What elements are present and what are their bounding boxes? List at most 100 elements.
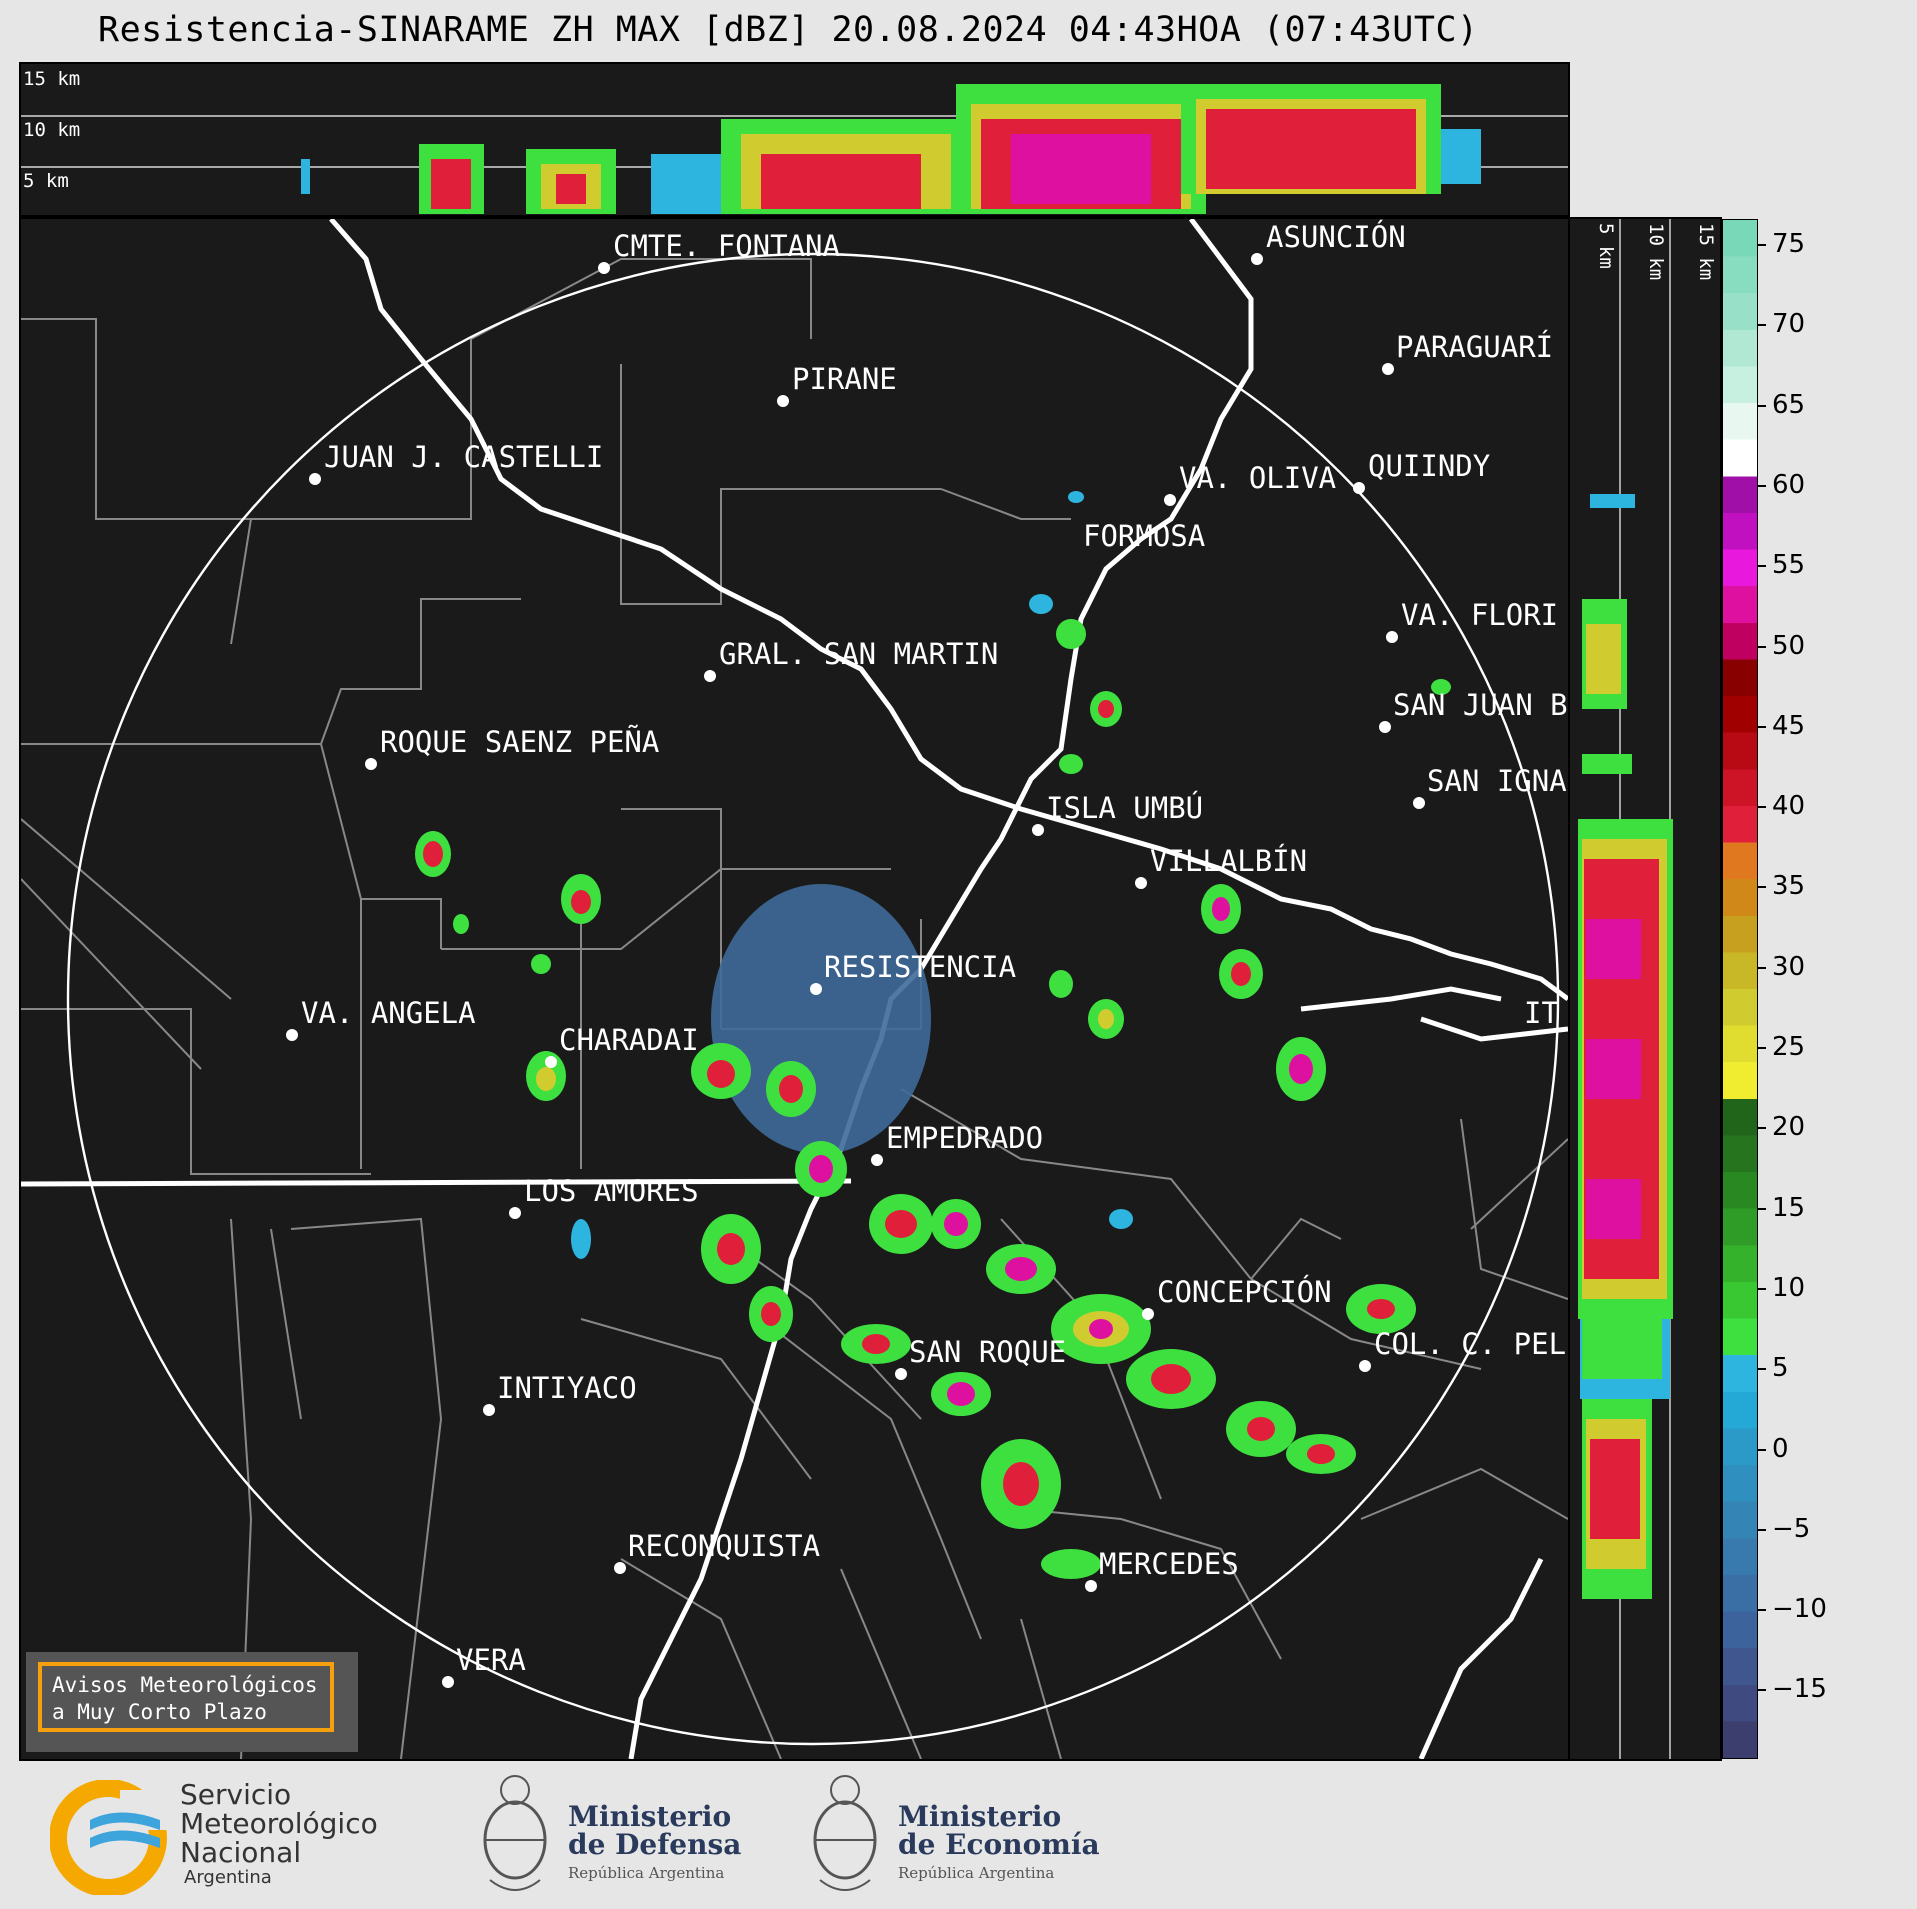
colorbar-tick-mark <box>1758 645 1766 648</box>
city-label: PARAGUARÍ <box>1396 330 1553 364</box>
warning-line-1: Avisos Meteorológicos <box>52 1673 318 1697</box>
right-label-5km: 5 km <box>1595 223 1617 269</box>
smn-emblem-icon <box>50 1780 170 1895</box>
smn-line-3: Nacional <box>180 1836 302 1869</box>
colorbar-tick-label: 60 <box>1772 469 1806 500</box>
colorbar-tick-label: 10 <box>1772 1272 1806 1303</box>
colorbar-tick-label: 0 <box>1772 1433 1789 1464</box>
city-label: SAN ROQUE <box>909 1335 1066 1369</box>
city-labels: CMTE. FONTANA ASUNCIÓN PIRANE PARAGUARÍ … <box>301 220 1568 1677</box>
defensa-line-2: de Defensa <box>568 1828 742 1861</box>
city-label: COL. C. PEL <box>1374 1327 1566 1361</box>
city-label: EMPEDRADO <box>886 1121 1043 1155</box>
colorbar-tick-mark <box>1758 1207 1766 1210</box>
colorbar-tick-label: 25 <box>1772 1032 1806 1062</box>
city-label: VERA <box>456 1643 526 1677</box>
colorbar-tick-label: −5 <box>1772 1513 1811 1544</box>
city-label: FORMOSA <box>1083 519 1205 553</box>
colorbar-tick-mark <box>1758 725 1766 728</box>
colorbar-tick-mark <box>1758 244 1766 246</box>
economia-logo: Ministerio de Economía República Argenti… <box>800 1765 1120 1905</box>
city-label: CMTE. FONTANA <box>613 229 840 263</box>
city-label: ASUNCIÓN <box>1266 220 1406 254</box>
colorbar-tick-label: 65 <box>1772 389 1806 420</box>
city-label: VA. OLIVA <box>1179 461 1336 495</box>
colorbar-tick-label: 55 <box>1772 550 1806 581</box>
city-label: RESISTENCIA <box>824 950 1016 984</box>
smn-line-2: Meteorológico <box>180 1807 378 1840</box>
city-label: SAN JUAN B <box>1393 688 1568 722</box>
city-label: VILLALBÍN <box>1150 844 1307 878</box>
colorbar-tick-mark <box>1758 484 1766 487</box>
colorbar-tick-mark <box>1758 1047 1766 1049</box>
colorbar-tick-label: −10 <box>1772 1594 1827 1625</box>
colorbar-tick-mark <box>1758 324 1766 327</box>
radar-clutter-area <box>711 884 931 1154</box>
colorbar-tick-label: 75 <box>1772 229 1806 259</box>
colorbar-tick-mark <box>1758 1528 1766 1531</box>
city-label: QUIINDY <box>1368 449 1490 483</box>
city-label: VA. ANGELA <box>301 996 476 1030</box>
city-label: SAN IGNA <box>1427 764 1567 798</box>
economia-line-3: República Argentina <box>898 1864 1055 1882</box>
economia-line-2: de Economía <box>898 1828 1100 1861</box>
city-label: PIRANE <box>792 362 897 396</box>
city-label: RECONQUISTA <box>628 1529 820 1563</box>
dbz-colorbar <box>1722 219 1758 1759</box>
colorbar-tick-label: −15 <box>1772 1674 1827 1705</box>
economia-line-1: Ministerio <box>898 1800 1062 1833</box>
top-cross-section-panel: 15 km 10 km 5 km <box>19 62 1570 217</box>
right-cross-section-panel: 5 km 10 km 15 km <box>1570 217 1722 1761</box>
top-cross-section-svg: 15 km 10 km 5 km <box>21 68 1568 214</box>
city-label: MERCEDES <box>1099 1547 1239 1581</box>
defensa-logo: Ministerio de Defensa República Argentin… <box>470 1765 770 1905</box>
rivers-borders <box>21 219 1568 1759</box>
colorbar-tick-label: 5 <box>1772 1353 1789 1384</box>
top-label-10km: 10 km <box>23 119 80 141</box>
colorbar-tick-mark <box>1758 1448 1766 1451</box>
city-label: INTIYACO <box>497 1371 637 1405</box>
right-label-15km: 15 km <box>1695 223 1717 280</box>
city-label: GRAL. SAN MARTIN <box>719 637 998 671</box>
smn-line-4: Argentina <box>184 1867 272 1888</box>
top-echo-profile <box>301 84 1481 214</box>
warning-box[interactable]: Avisos Meteorológicos a Muy Corto Plazo <box>26 1652 358 1752</box>
smn-logo: Servicio Meteorológico Nacional Argentin… <box>50 1780 420 1895</box>
colorbar-tick-label: 35 <box>1772 871 1806 902</box>
colorbar-tick-label: 45 <box>1772 710 1806 741</box>
colorbar-tick-label: 70 <box>1772 309 1806 340</box>
city-label: VA. FLORI <box>1401 598 1558 632</box>
colorbar-tick-mark <box>1758 966 1766 969</box>
top-label-5km: 5 km <box>23 170 69 192</box>
colorbar-tick-mark <box>1758 1609 1766 1612</box>
warning-line-2: a Muy Corto Plazo <box>52 1700 267 1724</box>
city-label: CHARADAI <box>559 1023 699 1057</box>
colorbar-tick-label: 30 <box>1772 951 1806 982</box>
defensa-line-1: Ministerio <box>568 1800 732 1833</box>
coat-of-arms-icon <box>813 1775 877 1891</box>
radar-map-svg: CMTE. FONTANA ASUNCIÓN PIRANE PARAGUARÍ … <box>21 219 1568 1759</box>
city-label: LOS AMORES <box>524 1174 699 1208</box>
smn-line-1: Servicio <box>180 1778 292 1811</box>
city-label: JUAN J. CASTELLI <box>324 440 603 474</box>
coat-of-arms-icon <box>483 1775 547 1891</box>
colorbar-tick-mark <box>1758 1689 1766 1692</box>
colorbar-tick-mark <box>1758 404 1766 407</box>
colorbar-tick-mark <box>1758 565 1766 568</box>
precipitation-echoes <box>415 491 1451 1579</box>
defensa-line-3: República Argentina <box>568 1864 725 1882</box>
right-cross-section-svg: 5 km 10 km 15 km <box>1578 219 1717 1759</box>
colorbar-tick-mark <box>1758 1287 1766 1290</box>
colorbar-tick-mark <box>1758 886 1766 889</box>
colorbar-tick-label: 15 <box>1772 1192 1806 1223</box>
colorbar-tick-mark <box>1758 1127 1766 1130</box>
city-label: ISLA UMBÚ <box>1046 791 1203 825</box>
right-label-10km: 10 km <box>1645 223 1667 280</box>
city-label: CONCEPCIÓN <box>1157 1275 1332 1309</box>
right-echo-profile <box>1578 494 1673 1599</box>
colorbar-tick-mark <box>1758 806 1766 809</box>
top-label-15km: 15 km <box>23 68 80 90</box>
radar-map-panel: CMTE. FONTANA ASUNCIÓN PIRANE PARAGUARÍ … <box>19 217 1570 1761</box>
city-label: IT <box>1524 996 1559 1030</box>
map-title: Resistencia-SINARAME ZH MAX [dBZ] 20.08.… <box>98 10 1479 50</box>
